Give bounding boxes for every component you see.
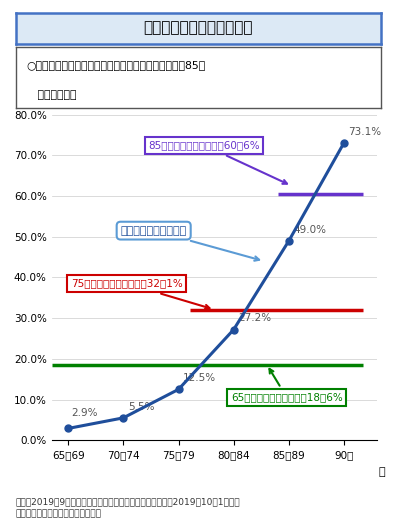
Text: 85歳以上全体の認定率：60．6%: 85歳以上全体の認定率：60．6% [148,140,287,184]
Text: 5.5%: 5.5% [128,402,154,412]
Text: 73.1%: 73.1% [349,127,382,137]
Text: ○要介護認定率は、年齢が上がるにつれ上昇。特に、85歳: ○要介護認定率は、年齢が上がるにつれ上昇。特に、85歳 [27,60,206,70]
Text: 12.5%: 12.5% [183,373,216,383]
Text: 27.2%: 27.2% [238,314,271,324]
Text: 年齢階級別の要介護認定率: 年齢階級別の要介護認定率 [144,21,253,35]
Text: 歳: 歳 [378,467,385,477]
Text: 2.9%: 2.9% [71,408,97,418]
Text: 65歳以上全体の認定率：18．6%: 65歳以上全体の認定率：18．6% [231,369,343,403]
Text: 出典：2019年9月末認定者数（介護保険事業状況報告）及び2019年10月1日人口
（総務省統計局人口推計）から作成: 出典：2019年9月末認定者数（介護保険事業状況報告）及び2019年10月1日人… [16,498,241,518]
Text: 各年齢階層別の認定率: 各年齢階層別の認定率 [121,226,259,260]
Text: 以上で上昇。: 以上で上昇。 [27,90,76,100]
Text: 49.0%: 49.0% [293,225,326,234]
Text: 75歳以上全体の認定率：32．1%: 75歳以上全体の認定率：32．1% [71,279,210,309]
